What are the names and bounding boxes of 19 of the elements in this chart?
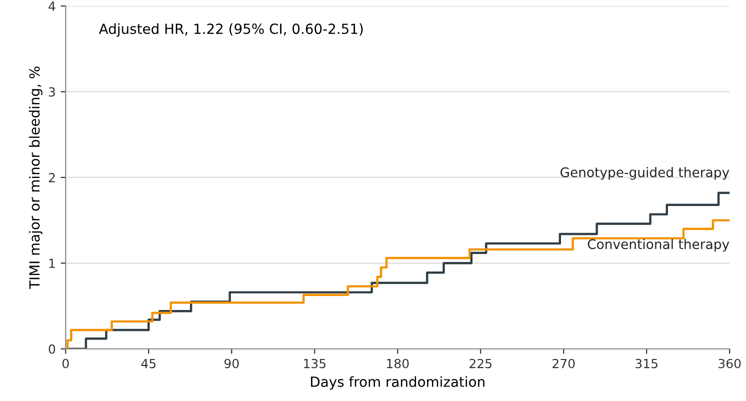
x-tick-label: 90: [224, 358, 239, 368]
y-tick-label: 0: [48, 344, 56, 354]
x-tick-label: 135: [304, 358, 326, 368]
y-axis-title: TIMI major or minor bleeding, %: [28, 66, 42, 290]
x-tick-label: 0: [62, 358, 69, 368]
x-tick-label: 315: [636, 358, 658, 368]
x-tick-label: 360: [718, 358, 741, 368]
x-tick-label: 225: [470, 358, 492, 368]
series-label: Genotype-guided therapy: [560, 167, 730, 180]
y-tick-label: 4: [48, 2, 56, 11]
series-label: Conventional therapy: [588, 238, 730, 252]
y-tick-label: 2: [48, 172, 55, 182]
y-tick-label: 3: [48, 87, 55, 97]
annotation: Adjusted HR, 1.22 (95% CI, 0.60-2.51): [98, 23, 363, 37]
y-tick-label: 1: [49, 258, 55, 268]
x-tick-label: 270: [552, 358, 575, 368]
x-tick-label: 45: [141, 358, 156, 368]
x-tick-label: 180: [387, 358, 409, 368]
x-axis-title: Days from randomization: [311, 376, 484, 390]
